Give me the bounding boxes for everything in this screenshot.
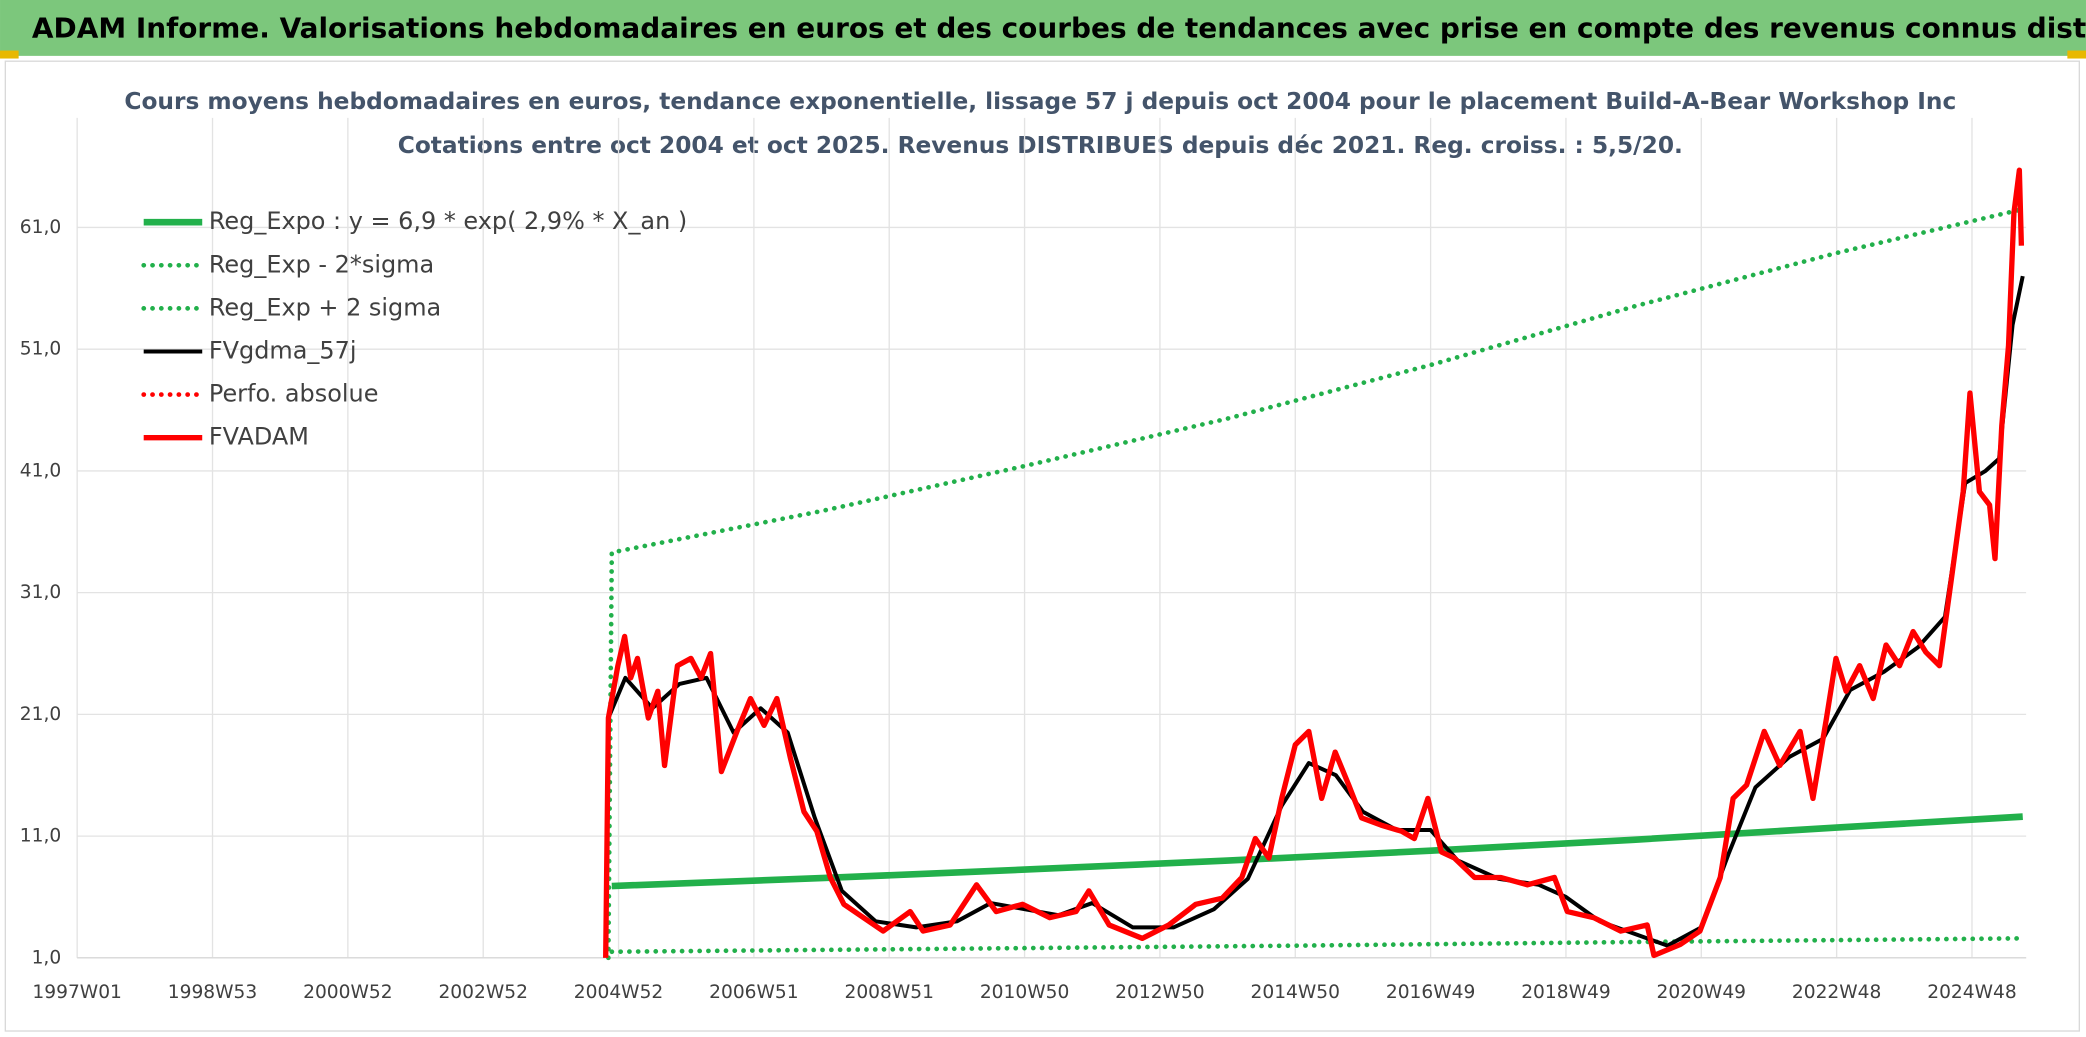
x-tick-label: 2020W49 [1657, 982, 1746, 1003]
x-tick-label: 2002W52 [438, 982, 527, 1003]
x-tick-label: 2008W51 [845, 982, 934, 1003]
legend-label: FVADAM [209, 423, 309, 451]
series-line [609, 936, 2026, 955]
header-bar [0, 0, 2086, 56]
x-tick-label: 2016W49 [1386, 982, 1475, 1003]
y-tick-label: 21,0 [20, 704, 61, 725]
x-tick-label: 1997W01 [32, 982, 121, 1003]
chart-subtitle: Cotations entre oct 2004 et oct 2025. Re… [398, 132, 1683, 159]
legend-label: Reg_Expo : y = 6,9 * exp( 2,9% * X_an ) [209, 207, 687, 235]
header-title: ADAM Informe. Valorisations hebdomadaire… [32, 11, 2086, 44]
x-tick-label: 2010W50 [980, 982, 1069, 1003]
x-tick-label: 2012W50 [1115, 982, 1204, 1003]
corner [0, 50, 19, 59]
series-line [611, 813, 2023, 890]
x-tick-label: 2022W48 [1792, 982, 1881, 1003]
legend: Reg_Expo : y = 6,9 * exp( 2,9% * X_an ) R… [141, 207, 687, 451]
y-tick-label: 41,0 [20, 460, 61, 481]
y-tick-label: 51,0 [20, 339, 61, 360]
y-tick-label: 31,0 [20, 582, 61, 603]
x-tick-label: 2006W51 [709, 982, 798, 1003]
x-tick-label: 2000W52 [303, 982, 392, 1003]
x-tick-label: 1998W53 [168, 982, 257, 1003]
series [603, 167, 2026, 961]
legend-label: Reg_Exp - 2*sigma [209, 250, 434, 278]
series-line [606, 206, 2026, 961]
y-tick-label: 61,0 [20, 217, 61, 238]
x-tick-label: 2018W49 [1521, 982, 1610, 1003]
legend-label: FVgdma_57j [209, 336, 357, 364]
series-line [603, 167, 2025, 959]
y-tick-label: 11,0 [20, 826, 61, 847]
chart-title: Cours moyens hebdomadaires en euros, ten… [124, 88, 1956, 115]
legend-label: Reg_Exp + 2 sigma [209, 293, 441, 321]
x-tick-label: 2014W50 [1251, 982, 1340, 1003]
corner [2067, 50, 2086, 59]
legend-label: Perfo. absolue [209, 380, 379, 408]
x-tick-label: 2024W48 [1927, 982, 2016, 1003]
y-tick-label: 1,0 [32, 947, 62, 968]
x-tick-label: 2004W52 [574, 982, 663, 1003]
